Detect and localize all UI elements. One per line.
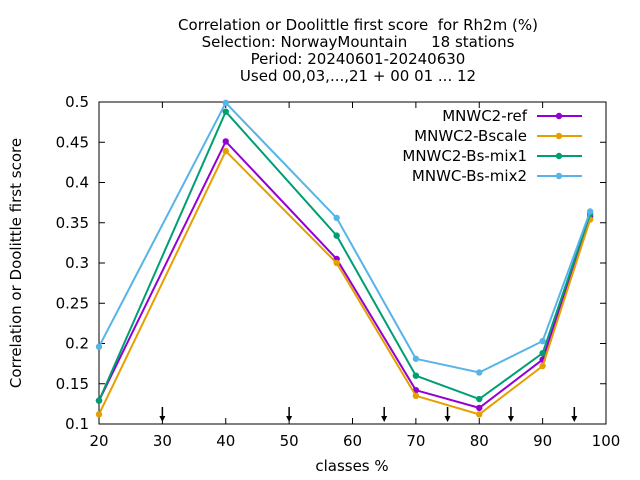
data-point [412,392,420,400]
legend-marker [555,152,563,160]
legend-label: MNWC2-ref [442,107,527,125]
y-tick-label: 0.45 [56,133,89,151]
data-point [476,369,483,376]
x-tick-label: 20 [89,432,108,450]
y-tick-label: 0.4 [65,174,89,192]
legend-label: MNWC2-Bscale [414,127,527,145]
legend-label: MNWC2-Bs-mix1 [402,147,527,165]
data-point [476,404,483,412]
arrow-marker [571,407,578,422]
x-tick-label: 80 [470,432,489,450]
data-point [412,372,420,379]
x-tick-label: 30 [153,432,172,450]
y-axis-ticks: 0.1 0.15 0.2 0.25 0.3 0.35 0.4 0.45 0.5 [56,93,606,433]
data-point [333,259,340,267]
y-tick-label: 0.35 [56,214,89,232]
x-tick-label: 70 [406,432,425,450]
x-tick-label: 40 [216,432,235,450]
legend-entry: MNWC2-ref [442,107,582,125]
arrow-marker [444,407,451,422]
title-line: Selection: NorwayMountain 18 stations [202,33,515,51]
arrow-marker [286,407,293,422]
x-tick-label: 100 [592,432,621,450]
x-axis-label: classes % [315,457,388,475]
arrow-marker [507,407,514,422]
data-point [333,214,340,222]
legend-label: MNWC-Bs-mix2 [412,167,527,185]
y-tick-label: 0.15 [56,375,89,393]
legend-marker [555,172,563,180]
y-tick-label: 0.1 [65,415,89,433]
y-tick-label: 0.5 [65,93,89,111]
title-line: Used 00,03,...,21 + 00 01 ... 12 [240,67,476,85]
data-point [539,362,546,370]
data-point [222,138,229,145]
legend: MNWC2-ref MNWC2-Bscale MNWC2-Bs-mix1 MNWC-B… [402,107,582,185]
series-group [95,99,594,418]
arrow-markers [159,407,578,422]
arrow-marker [159,407,166,422]
data-point [586,208,594,215]
data-point [222,147,229,155]
data-point [476,411,483,418]
y-axis-label: Correlation or Doolittle first score [7,138,25,388]
series-line [98,149,592,416]
data-point [412,355,420,362]
data-point [539,337,546,345]
x-tick-label: 60 [343,432,362,450]
y-tick-label: 0.3 [65,254,89,272]
title-line: Period: 20240601-20240630 [251,50,466,68]
legend-marker [555,132,563,140]
legend-entry: MNWC-Bs-mix2 [412,167,582,185]
x-axis-ticks: 20 30 40 50 60 70 80 90 100 [89,102,620,450]
x-tick-label: 90 [533,432,552,450]
legend-entry: MNWC2-Bs-mix1 [402,147,582,165]
legend-entry: MNWC2-Bscale [414,127,582,145]
data-point [95,411,103,418]
y-tick-label: 0.25 [56,294,89,312]
data-point [539,349,546,357]
data-point [222,99,229,107]
legend-marker [555,112,563,120]
data-point [333,232,340,239]
x-tick-label: 50 [280,432,299,450]
data-point [476,395,483,403]
title-line: Correlation or Doolittle first score for… [178,16,538,34]
chart-title: Correlation or Doolittle first score for… [178,16,538,85]
data-point [95,343,103,350]
data-point [222,108,229,115]
arrow-marker [381,407,388,422]
y-tick-label: 0.2 [65,335,89,353]
data-point [95,397,103,404]
